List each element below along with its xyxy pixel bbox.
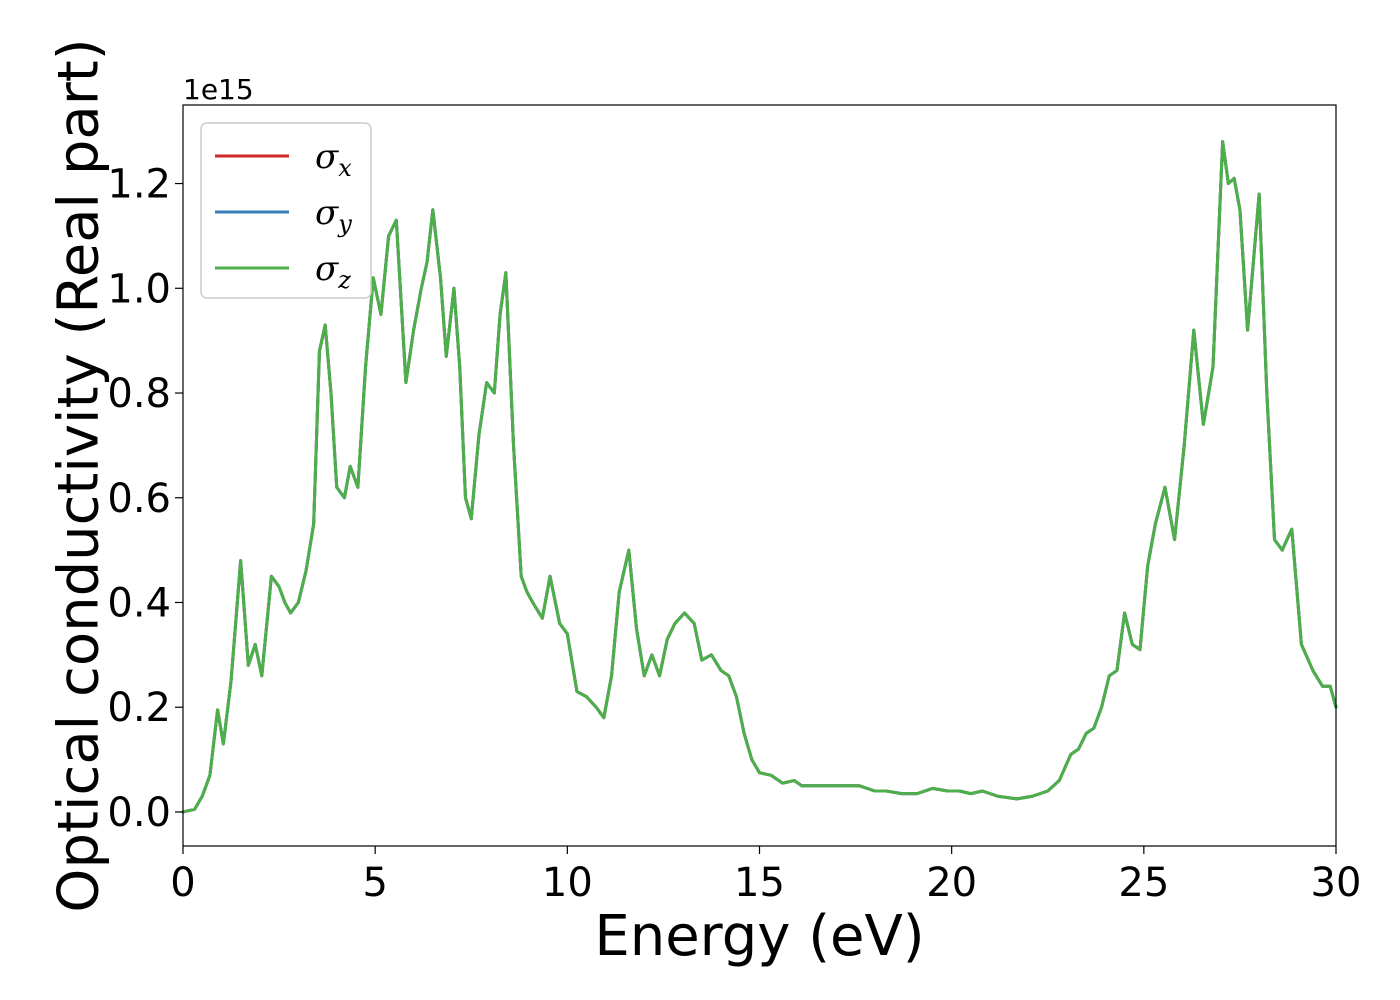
series-line-3 (181, 140, 1338, 814)
y-axis-ticks: 0.0 0.2 0.4 0.6 0.8 1.0 1.2 (107, 162, 183, 836)
x-tick-label: 30 (1311, 860, 1362, 906)
y-tick-label: 0.8 (107, 371, 171, 417)
y-axis-label: Optical conductivity (Real part) (47, 38, 112, 912)
x-tick-label: 10 (542, 860, 593, 906)
legend-label-z: σz (315, 249, 351, 294)
x-axis-ticks: 0 5 10 15 20 25 30 (170, 846, 1361, 906)
x-tick-label: 5 (362, 860, 387, 906)
y-tick-label: 1.2 (107, 162, 171, 208)
x-tick-label: 0 (170, 860, 195, 906)
legend-label-y: σy (315, 193, 352, 238)
legend-label-x: σx (315, 137, 352, 182)
y-tick-label: 1.0 (107, 266, 171, 312)
x-tick-label: 20 (926, 860, 977, 906)
y-tick-label: 0.4 (107, 580, 171, 626)
legend: σx σy σz (200, 122, 372, 299)
y-tick-label: 0.6 (107, 476, 171, 522)
x-tick-label: 25 (1118, 860, 1169, 906)
x-axis-label: Energy (eV) (594, 904, 924, 969)
y-axis-offset-label: 1e15 (183, 73, 254, 106)
y-tick-label: 0.2 (107, 685, 171, 731)
y-tick-label: 0.0 (107, 790, 171, 836)
series-layer (181, 140, 1338, 814)
x-tick-label: 15 (734, 860, 785, 906)
